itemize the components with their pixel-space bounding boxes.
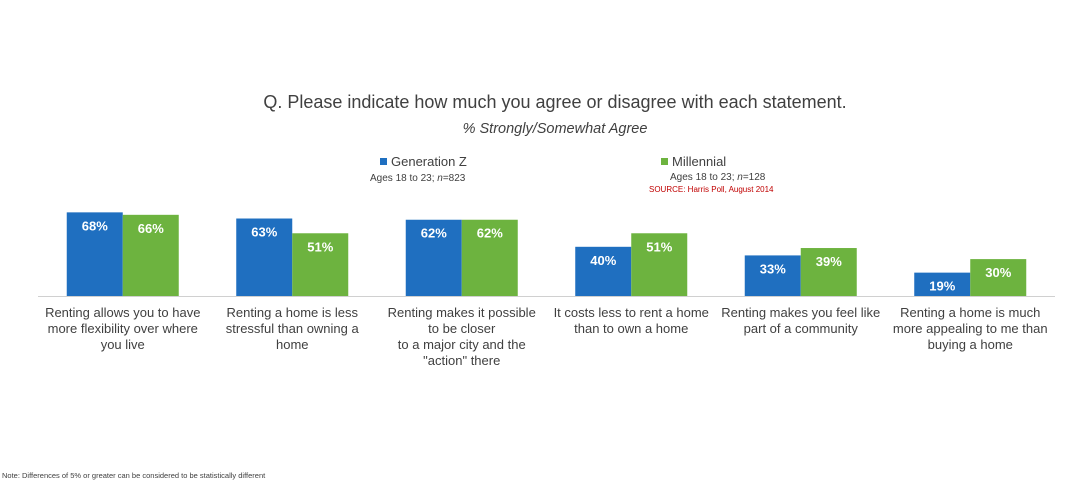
data-label-generation-z-3: 62% xyxy=(421,226,447,241)
bar-millennial-1 xyxy=(122,214,179,296)
category-label-1: Renting allows you to have more flexibil… xyxy=(45,305,201,352)
chart-subtitle: % Strongly/Somewhat Agree xyxy=(462,121,648,137)
bar-generation-z-4 xyxy=(575,246,632,296)
legend-sub-generation-z: Ages 18 to 23; n=823 xyxy=(370,173,465,184)
data-label-millennial-6: 30% xyxy=(985,265,1011,280)
data-label-generation-z-5: 33% xyxy=(760,261,786,276)
category-label-6: Renting a home is much more appealing to… xyxy=(892,305,1048,352)
category-label-3: Renting makes it possible to be closer t… xyxy=(387,305,536,368)
data-label-generation-z-1: 68% xyxy=(82,218,108,233)
bar-generation-z-1 xyxy=(66,212,123,296)
bar-millennial-3 xyxy=(461,219,518,296)
category-label-2: Renting a home is less stressful than ow… xyxy=(225,305,359,352)
data-label-millennial-4: 51% xyxy=(646,239,672,254)
legend-sub-val-mill: =128 xyxy=(742,172,766,183)
legend-item-millennial: Millennial xyxy=(661,154,726,169)
bar-millennial-4 xyxy=(631,233,688,296)
data-label-generation-z-6: 19% xyxy=(929,279,955,294)
legend-sub-n-genz: n xyxy=(437,173,443,184)
legend-sub-val-genz: =823 xyxy=(442,173,466,184)
footnote: Note: Differences of 5% or greater can b… xyxy=(2,471,266,480)
source-note: SOURCE: Harris Poll, August 2014 xyxy=(649,185,774,194)
legend-sub-millennial: Ages 18 to 23; n=128 xyxy=(670,172,765,183)
category-label-5: Renting makes you feel like part of a co… xyxy=(721,305,881,336)
bar-millennial-5 xyxy=(800,248,857,296)
legend-swatch-millennial xyxy=(661,158,668,165)
category-label-4: It costs less to rent a home than to own… xyxy=(553,305,709,336)
legend-label-generation-z: Generation Z xyxy=(391,154,467,169)
legend-label-millennial: Millennial xyxy=(672,154,727,169)
bar-millennial-2 xyxy=(292,233,349,296)
bar-generation-z-2 xyxy=(236,218,293,296)
data-label-generation-z-2: 63% xyxy=(251,225,277,240)
data-label-millennial-1: 66% xyxy=(138,221,164,236)
data-label-millennial-2: 51% xyxy=(307,239,333,254)
legend-sub-prefix-genz: Ages 18 to 23; xyxy=(370,173,438,184)
bar-generation-z-5 xyxy=(744,255,801,296)
legend-swatch-generation-z xyxy=(380,158,387,165)
data-label-generation-z-4: 40% xyxy=(590,253,616,268)
data-label-millennial-3: 62% xyxy=(477,226,503,241)
bar-generation-z-6 xyxy=(914,272,971,296)
chart-title: Q. Please indicate how much you agree or… xyxy=(263,92,847,112)
legend-sub-prefix-mill: Ages 18 to 23; xyxy=(670,172,738,183)
bar-generation-z-3 xyxy=(405,219,462,296)
legend-sub-n-mill: n xyxy=(737,172,743,183)
legend-item-generation-z: Generation Z xyxy=(380,154,467,169)
data-label-millennial-5: 39% xyxy=(816,254,842,269)
bar-millennial-6 xyxy=(970,259,1027,296)
